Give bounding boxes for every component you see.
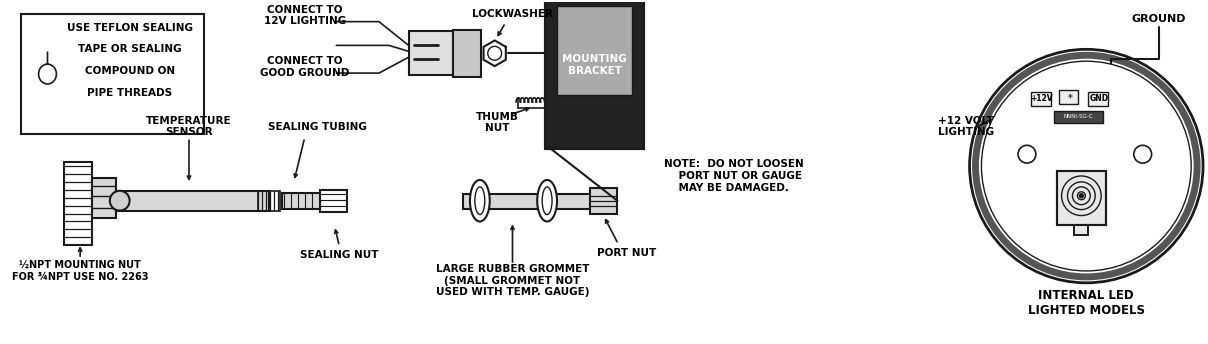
Bar [453, 30, 481, 77]
Ellipse shape [470, 180, 489, 222]
Ellipse shape [538, 180, 557, 222]
Bar [1057, 171, 1107, 225]
Bar [545, 0, 644, 149]
Text: USE TEFLON SEALING: USE TEFLON SEALING [66, 23, 192, 33]
Text: SEALING NUT: SEALING NUT [300, 250, 378, 260]
Bar [21, 14, 204, 135]
Bar [116, 191, 269, 211]
Bar [463, 194, 592, 208]
Circle shape [1018, 145, 1035, 163]
Bar [320, 190, 347, 212]
Text: +12V: +12V [1030, 94, 1053, 103]
Text: TEMPERATURE
SENSOR: TEMPERATURE SENSOR [146, 116, 232, 137]
Bar [1058, 90, 1079, 104]
Circle shape [970, 49, 1203, 283]
Text: ☀: ☀ [1065, 92, 1073, 101]
Text: MOUNTING
BRACKET: MOUNTING BRACKET [562, 54, 627, 76]
Bar [259, 191, 280, 211]
Text: GND: GND [1090, 94, 1109, 103]
Text: THUMB
NUT: THUMB NUT [476, 112, 519, 133]
Circle shape [976, 55, 1197, 277]
Circle shape [110, 191, 129, 211]
Bar [1074, 225, 1088, 235]
Bar [590, 188, 617, 214]
Text: NNNI-SG-C: NNNI-SG-C [1064, 114, 1093, 119]
Bar [1088, 92, 1108, 106]
Bar [1030, 92, 1051, 106]
Bar [281, 193, 320, 208]
Text: TAPE OR SEALING: TAPE OR SEALING [77, 44, 181, 54]
Bar [1057, 171, 1107, 225]
Bar [557, 6, 632, 95]
Bar [408, 31, 453, 75]
Circle shape [1134, 145, 1151, 163]
Bar [92, 178, 116, 217]
Circle shape [981, 61, 1191, 271]
Text: CONNECT TO
12V LIGHTING: CONNECT TO 12V LIGHTING [263, 5, 345, 26]
Text: LARGE RUBBER GROMMET
(SMALL GROMMET NOT
USED WITH TEMP. GAUGE): LARGE RUBBER GROMMET (SMALL GROMMET NOT … [436, 264, 590, 298]
Text: PORT NUT: PORT NUT [597, 248, 656, 258]
Text: ½NPT MOUNTING NUT
FOR ¾NPT USE NO. 2263: ½NPT MOUNTING NUT FOR ¾NPT USE NO. 2263 [12, 260, 149, 282]
Text: INTERNAL LED
LIGHTED MODELS: INTERNAL LED LIGHTED MODELS [1028, 289, 1145, 316]
Text: +12 VOLT
LIGHTING: +12 VOLT LIGHTING [937, 116, 994, 137]
Text: NOTE:  DO NOT LOOSEN
    PORT NUT OR GAUGE
    MAY BE DAMAGED.: NOTE: DO NOT LOOSEN PORT NUT OR GAUGE MA… [664, 159, 803, 193]
Bar [1074, 225, 1088, 235]
Text: SEALING TUBING: SEALING TUBING [268, 121, 367, 131]
Text: COMPOUND ON: COMPOUND ON [85, 66, 175, 76]
Bar [545, 0, 644, 149]
Text: CONNECT TO
GOOD GROUND: CONNECT TO GOOD GROUND [260, 56, 349, 78]
Text: GROUND: GROUND [1131, 14, 1186, 24]
Circle shape [1080, 194, 1084, 198]
Text: PIPE THREADS: PIPE THREADS [87, 88, 173, 98]
Bar [1053, 111, 1103, 122]
Text: LOCKWASHER: LOCKWASHER [472, 9, 553, 19]
